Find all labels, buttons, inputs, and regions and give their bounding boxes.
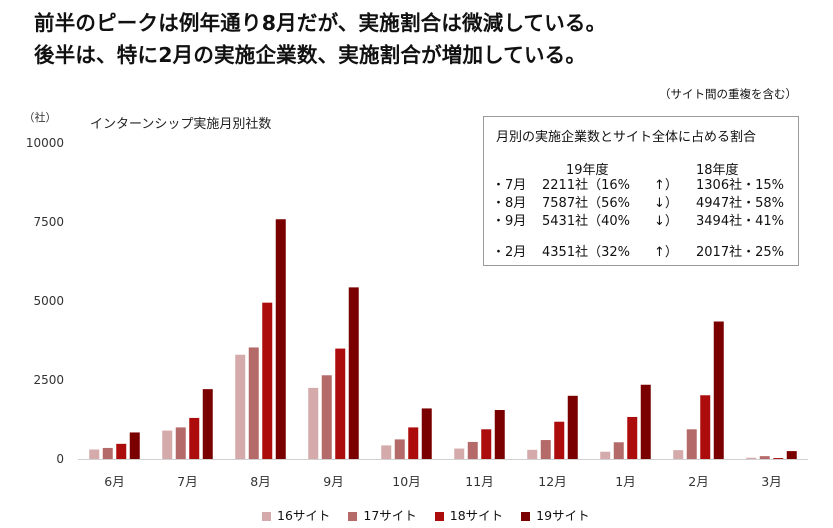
bar (394, 439, 405, 459)
bar-series (89, 219, 797, 459)
x-tick-label: 3月 (761, 474, 781, 489)
overlap-note: （サイト間の重複を含む） (659, 87, 797, 101)
y-tick-label: 10000 (26, 136, 64, 150)
bar (746, 457, 757, 459)
bar (189, 417, 200, 459)
y-tick-label: 7500 (33, 215, 64, 229)
bar (321, 375, 332, 459)
bar (381, 445, 392, 459)
panel-row-val19: 7587社（56% (542, 196, 630, 211)
bar (262, 302, 273, 459)
bar (335, 348, 346, 459)
bar (481, 429, 492, 459)
bar (700, 395, 711, 459)
legend-item: 16サイト (262, 505, 330, 524)
y-tick-label: 0 (56, 452, 64, 466)
panel-row-arrow: ↑） (654, 245, 678, 260)
bar (275, 219, 286, 459)
bar (102, 447, 113, 459)
x-tick-label: 6月 (104, 474, 124, 489)
bar (686, 429, 697, 459)
x-tick-label: 9月 (323, 474, 343, 489)
monthly-share-panel: 月別の実施企業数とサイト全体に占める割合 19年度 18年度 ・7月 2211社… (483, 116, 799, 266)
x-tick-label: 8月 (250, 474, 270, 489)
legend-label: 16サイト (277, 508, 331, 523)
bar (554, 421, 565, 459)
panel-row-val18: 1306社・15% (696, 178, 784, 193)
bar (248, 347, 259, 459)
panel-row-arrow: ↓） (654, 196, 678, 211)
headline-line-2: 後半は、特に2月の実施企業数、実施割合が増加している。 (34, 43, 587, 67)
bar (713, 321, 724, 459)
panel-row-val18: 4947社・58% (696, 196, 784, 211)
bar (89, 449, 100, 459)
panel-row-val19: 2211社（16% (542, 178, 630, 193)
x-tick-label: 7月 (177, 474, 197, 489)
panel-row-month: ・2月 (492, 245, 527, 260)
panel-title: 月別の実施企業数とサイト全体に占める割合 (496, 130, 757, 145)
bar (348, 287, 359, 459)
y-tick-label: 5000 (33, 294, 64, 308)
bar (673, 450, 684, 459)
y-axis: 0 2500 5000 7500 10000 (26, 136, 64, 466)
bar (527, 449, 538, 459)
panel-row-month: ・9月 (492, 214, 527, 229)
bar (408, 427, 419, 459)
legend-swatch (348, 511, 358, 521)
y-axis-label: （社） (24, 110, 57, 124)
headline-line-1: 前半のピークは例年通り8月だが、実施割合は微減している。 (34, 11, 607, 35)
panel-col-18: 18年度 (696, 163, 739, 178)
panel-row-val19: 4351社（32% (542, 245, 630, 260)
panel-row-month: ・7月 (492, 178, 527, 193)
x-tick-label: 10月 (392, 474, 420, 489)
x-tick-label: 1月 (615, 474, 635, 489)
bar (454, 448, 465, 459)
y-tick-label: 2500 (33, 373, 64, 387)
bar (567, 395, 578, 459)
panel-row-val19: 5431社（40% (542, 214, 630, 229)
panel-row-month: ・8月 (492, 196, 527, 211)
legend-label: 18サイト (449, 508, 504, 523)
panel-row-val18: 2017社・25% (696, 245, 784, 260)
legend-item: 18サイト (434, 505, 504, 524)
legend-swatch (434, 511, 444, 521)
bar (129, 432, 140, 459)
panel-col-19: 19年度 (566, 163, 609, 178)
bar (308, 387, 319, 459)
bar (467, 441, 478, 459)
x-tick-label: 2月 (688, 474, 708, 489)
bar (627, 416, 638, 459)
legend-swatch (262, 511, 271, 521)
x-tick-label: 12月 (538, 474, 566, 489)
bar (600, 451, 611, 459)
bar (162, 430, 173, 459)
legend-label: 19サイト (536, 508, 590, 523)
chart-title: インターンシップ実施月別社数 (90, 116, 271, 132)
panel-row-arrow: ↓） (654, 214, 678, 229)
bar (494, 410, 505, 459)
x-tick-label: 11月 (465, 474, 493, 489)
bar (759, 456, 770, 459)
legend-label: 17サイト (363, 508, 417, 523)
panel-row-val18: 3494社・41% (696, 214, 784, 229)
bar (786, 451, 797, 459)
legend-swatch (521, 511, 531, 521)
legend-item: 17サイト (348, 505, 417, 524)
panel-row-arrow: ↑） (654, 178, 678, 193)
legend-item: 19サイト (521, 505, 590, 524)
bar (235, 354, 246, 459)
chart-legend: 16サイト 17サイト 18サイト 19サイト (262, 505, 604, 524)
bar (175, 427, 186, 459)
bar (202, 389, 213, 459)
bar (116, 443, 127, 459)
bar (421, 408, 432, 459)
bar (773, 458, 784, 459)
bar (640, 384, 651, 459)
bar (613, 442, 624, 459)
bar (540, 440, 551, 459)
x-axis: 6月 7月 8月 9月 10月 11月 12月 1月 2月 3月 (104, 474, 781, 489)
